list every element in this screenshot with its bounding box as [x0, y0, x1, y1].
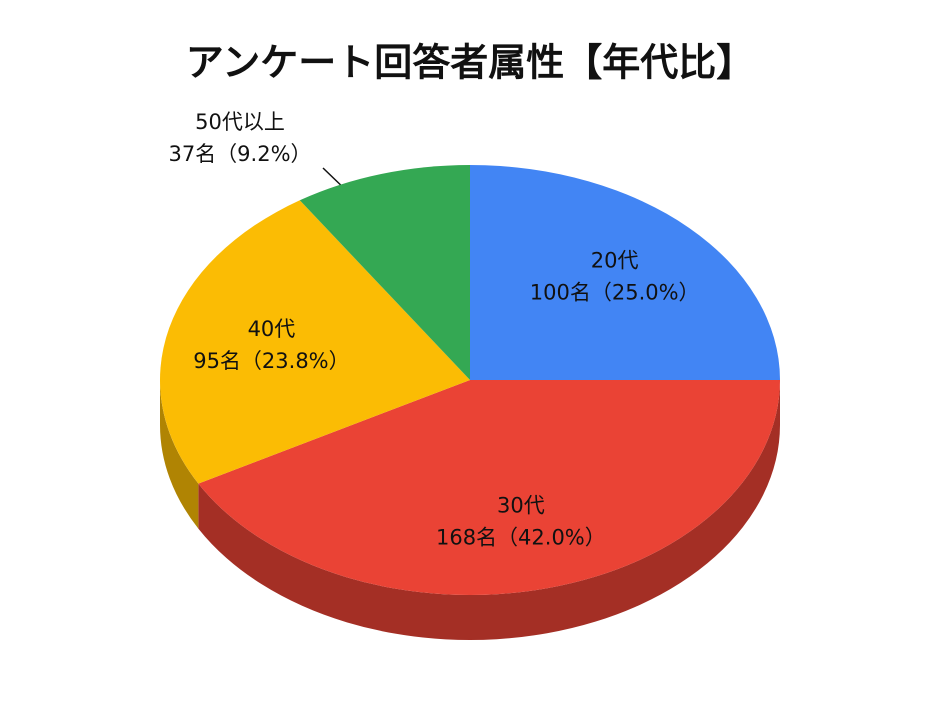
value-label: 37名（9.2%） [168, 142, 311, 166]
slice-side [198, 380, 781, 640]
category-label: 30代 [497, 494, 545, 518]
slice [198, 380, 781, 595]
slice-side [160, 380, 199, 529]
value-label: 95名（23.8%） [193, 349, 349, 373]
slice [470, 165, 780, 380]
category-label: 40代 [248, 317, 296, 341]
category-label: 20代 [591, 249, 639, 273]
slice [299, 165, 470, 380]
slice [159, 200, 470, 484]
value-label: 100名（25.0%） [530, 281, 700, 305]
value-label: 168名（42.0%） [436, 526, 606, 550]
category-label: 50代以上 [195, 110, 285, 134]
chart-title: アンケート回答者属性【年代比】 [186, 41, 754, 85]
